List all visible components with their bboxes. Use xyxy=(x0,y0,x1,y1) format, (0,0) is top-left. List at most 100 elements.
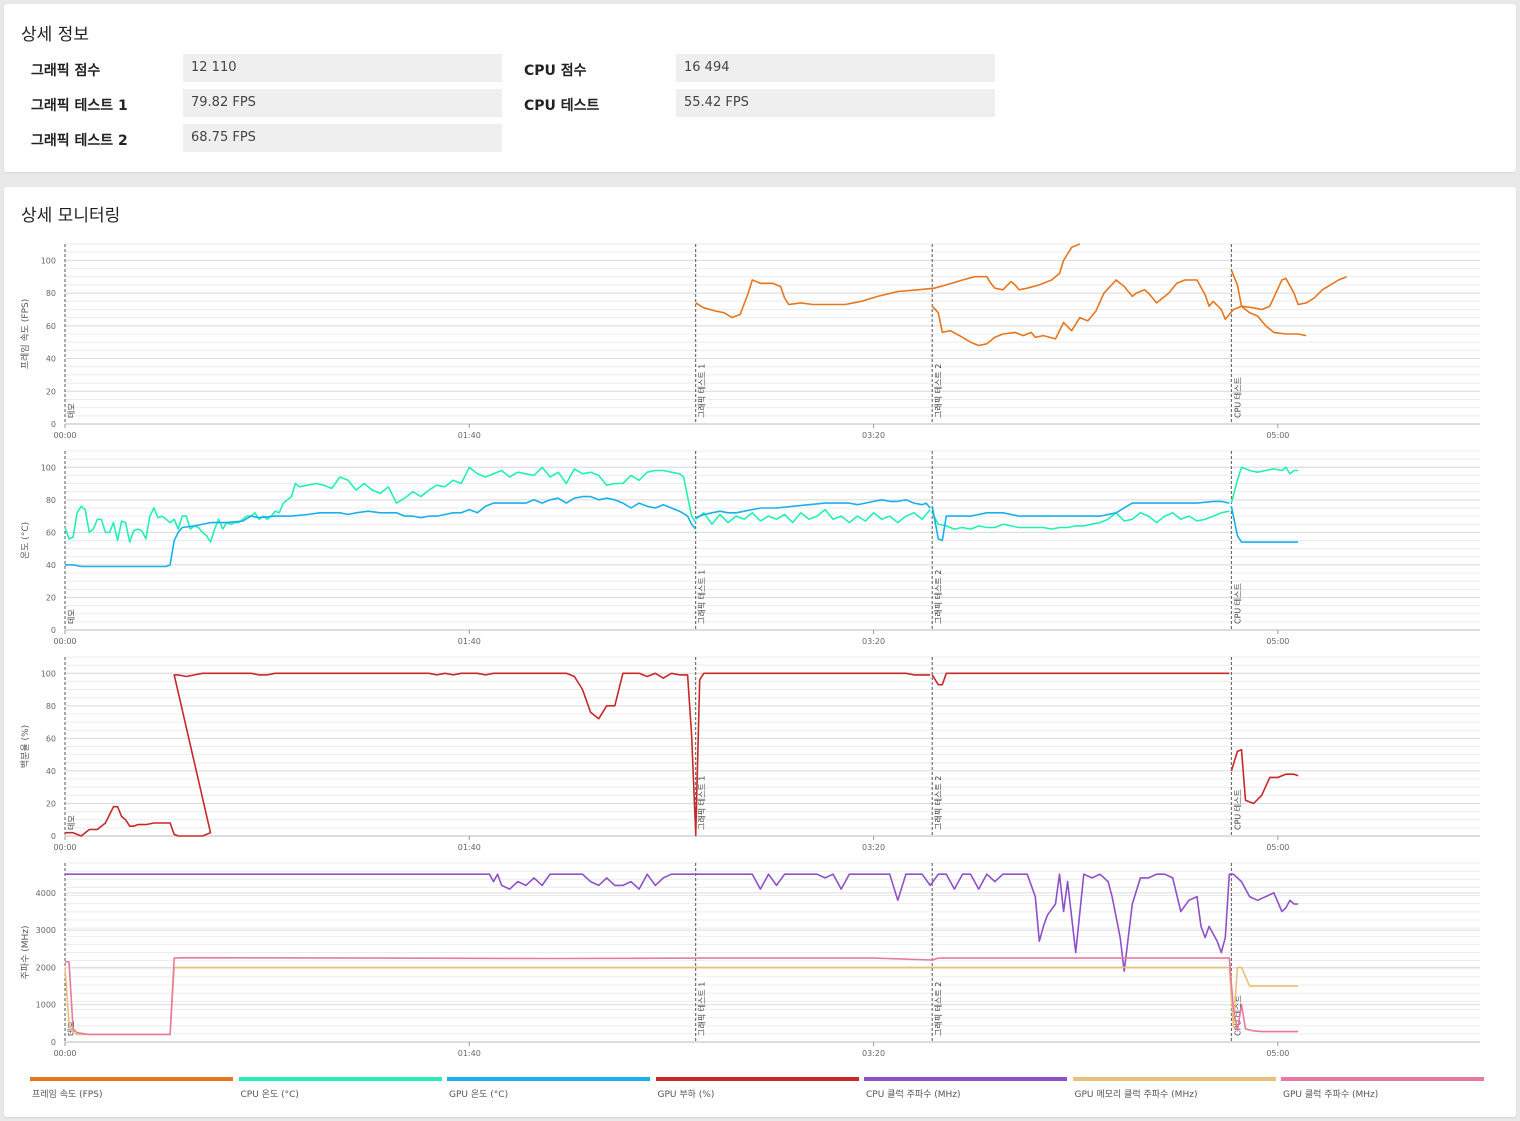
y-tick-label: 20 xyxy=(46,387,56,396)
marker-label: 데모 xyxy=(67,609,76,624)
cpu-test-label: CPU 테스트 xyxy=(524,98,600,114)
series-line xyxy=(1230,506,1299,543)
series-line xyxy=(931,275,1347,347)
monitoring-title: 상세 모니터링 xyxy=(21,206,121,226)
x-tick-label: 05:00 xyxy=(1266,1049,1289,1058)
legend-label: CPU 온도 (°C) xyxy=(240,1090,299,1100)
marker-label: 그래픽 테스트 2 xyxy=(933,570,943,624)
legend-swatch xyxy=(30,1077,233,1081)
legend-swatch xyxy=(1072,1077,1276,1081)
marker-label: 그래픽 테스트 1 xyxy=(697,776,707,830)
series-line xyxy=(931,672,1230,686)
x-tick-label: 00:00 xyxy=(53,637,76,646)
y-tick-label: 60 xyxy=(46,528,56,537)
y-axis-label: 백분율 (%) xyxy=(20,725,31,768)
x-tick-label: 03:20 xyxy=(862,431,885,440)
cpu-test-value: 55.42 FPS xyxy=(676,89,995,117)
y-tick-label: 40 xyxy=(46,355,56,364)
y-tick-label: 80 xyxy=(46,496,56,505)
series-line xyxy=(65,873,1299,972)
y-tick-label: 80 xyxy=(46,289,56,298)
y-tick-label: 4000 xyxy=(36,889,56,898)
series-line xyxy=(65,495,697,568)
marker-label: 데모 xyxy=(67,403,76,418)
x-tick-label: 01:40 xyxy=(458,431,481,440)
graphics-score-label: 그래픽 점수 xyxy=(31,63,101,79)
graphics-test2-value: 68.75 FPS xyxy=(183,124,502,152)
legend-swatch xyxy=(238,1077,442,1081)
marker-label: 그래픽 테스트 1 xyxy=(697,570,707,624)
y-axis-label: 프레임 속도 (FPS) xyxy=(19,299,31,369)
y-tick-label: 0 xyxy=(51,626,56,635)
marker-label: 그래픽 테스트 1 xyxy=(697,982,707,1036)
series-line xyxy=(64,466,697,543)
series-line xyxy=(1230,269,1307,337)
x-tick-label: 05:00 xyxy=(1266,637,1289,646)
series-line xyxy=(931,510,1230,530)
y-tick-label: 60 xyxy=(46,734,56,743)
series-line xyxy=(695,508,931,526)
series-line xyxy=(695,243,1081,319)
y-tick-label: 2000 xyxy=(36,963,56,972)
series-line xyxy=(694,672,931,837)
y-tick-label: 20 xyxy=(46,799,56,808)
x-tick-label: 05:00 xyxy=(1266,431,1289,440)
monitoring-card: 상세 모니터링 0 20 40 60 80 100 00:00 01:40 03:20 05:00… xyxy=(4,187,1516,1117)
series-line xyxy=(1230,466,1299,504)
series-line xyxy=(931,500,1230,542)
graphics-test1-value: 79.82 FPS xyxy=(183,89,502,117)
y-tick-label: 80 xyxy=(46,702,56,711)
graphics-score-value: 12 110 xyxy=(183,54,502,82)
marker-label: CPU 테스트 xyxy=(1233,995,1242,1036)
y-tick-label: 60 xyxy=(46,322,56,331)
x-tick-label: 05:00 xyxy=(1266,843,1289,852)
legend-label: GPU 클럭 주파수 (MHz) xyxy=(1283,1090,1379,1100)
y-tick-label: 20 xyxy=(46,593,56,602)
x-tick-label: 01:40 xyxy=(458,637,481,646)
legend-label: GPU 메모리 클럭 주파수 (MHz) xyxy=(1074,1090,1198,1100)
y-tick-label: 100 xyxy=(41,669,56,678)
cpu-score-label: CPU 점수 xyxy=(524,63,587,79)
cpu-score-value: 16 494 xyxy=(676,54,995,82)
legend-swatch xyxy=(864,1077,1067,1081)
x-tick-label: 00:00 xyxy=(53,431,76,440)
marker-label: 데모 xyxy=(67,815,76,830)
y-tick-label: 3000 xyxy=(36,926,56,935)
legend-swatch xyxy=(447,1077,650,1081)
x-tick-label: 00:00 xyxy=(53,843,76,852)
x-tick-label: 01:40 xyxy=(458,1049,481,1058)
y-tick-label: 0 xyxy=(51,832,56,841)
legend-label: 프레임 속도 (FPS) xyxy=(32,1090,103,1100)
legend-swatch xyxy=(655,1077,859,1081)
marker-label: CPU 테스트 xyxy=(1233,377,1242,418)
graphics-test2-label: 그래픽 테스트 2 xyxy=(31,133,128,149)
y-axis-label: 주파수 (MHz) xyxy=(20,926,31,980)
y-tick-label: 40 xyxy=(46,561,56,570)
marker-label: 그래픽 테스트 2 xyxy=(933,776,943,830)
y-tick-label: 100 xyxy=(41,463,56,472)
y-tick-label: 40 xyxy=(46,767,56,776)
monitoring-charts: 0 20 40 60 80 100 00:00 01:40 03:20 05:00 프레임 속도 (… xyxy=(19,243,1480,1058)
x-tick-label: 00:00 xyxy=(53,1049,76,1058)
y-tick-label: 1000 xyxy=(36,1001,56,1010)
details-title: 상세 정보 xyxy=(21,25,89,45)
marker-label: 그래픽 테스트 2 xyxy=(933,364,943,418)
y-tick-label: 0 xyxy=(51,420,56,429)
y-tick-label: 100 xyxy=(41,256,56,265)
marker-label: 그래픽 테스트 2 xyxy=(933,982,943,1036)
details-card: 상세 정보 그래픽 점수 12 110 그래픽 테스트 1 79.82 FPS … xyxy=(4,4,1516,172)
series-line xyxy=(65,956,1299,1036)
legend-label: GPU 부하 (%) xyxy=(657,1090,715,1100)
series-line xyxy=(1230,748,1299,805)
legend-label: GPU 온도 (°C) xyxy=(449,1090,509,1100)
graphics-test1-label: 그래픽 테스트 1 xyxy=(31,98,128,114)
x-tick-label: 03:20 xyxy=(862,637,885,646)
legend-swatch xyxy=(1281,1077,1484,1081)
marker-label: CPU 테스트 xyxy=(1233,583,1242,624)
series-line xyxy=(65,672,697,837)
y-axis-label: 온도 (°C) xyxy=(20,522,31,559)
y-tick-label: 0 xyxy=(51,1038,56,1047)
series-line xyxy=(695,498,931,519)
x-tick-label: 03:20 xyxy=(862,1049,885,1058)
x-tick-label: 01:40 xyxy=(458,843,481,852)
